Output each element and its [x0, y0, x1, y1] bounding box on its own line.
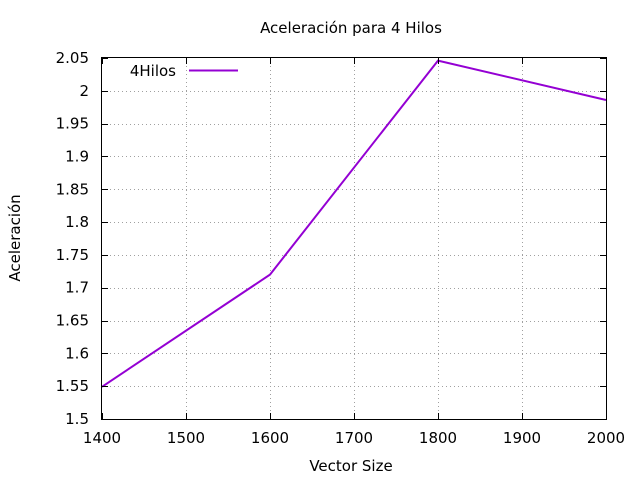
x-tick-label-1800: 1800 [419, 429, 457, 447]
y-tick-label-1-75: 1.75 [56, 246, 89, 264]
y-tick-label-1-8: 1.8 [65, 213, 89, 231]
x-tick-label-1900: 1900 [503, 429, 541, 447]
legend: 4Hilos [130, 62, 238, 80]
chart-title: Aceleración para 4 Hilos [260, 19, 442, 37]
y-tick-label-1-7: 1.7 [65, 279, 89, 297]
y-tick-labels: 1.5 1.55 1.6 1.65 1.7 1.75 1.8 1.85 1.9 1.95 2 2.05 [56, 49, 89, 428]
y-tick-label-1-5: 1.5 [65, 410, 89, 428]
y-tick-label-1-65: 1.65 [56, 312, 89, 330]
x-tick-label-1400: 1400 [83, 429, 121, 447]
x-tick-label-2000: 2000 [587, 429, 625, 447]
plot-frame [101, 57, 607, 420]
x-tick-labels: 1400 1500 1600 1700 1800 1900 2000 [83, 429, 625, 447]
grid-lines [102, 58, 606, 419]
y-tick-label-1-9: 1.9 [65, 147, 89, 165]
y-tick-label-1-6: 1.6 [65, 344, 89, 362]
y-tick-label-1-85: 1.85 [56, 180, 89, 198]
y-axis-label: Aceleración [6, 194, 24, 281]
y-tick-label-2-05: 2.05 [56, 49, 89, 67]
tick-marks [102, 58, 607, 420]
x-axis-label: Vector Size [309, 457, 392, 475]
series-line-4hilos [101, 59, 607, 388]
x-tick-label-1600: 1600 [251, 429, 289, 447]
y-tick-label-1-95: 1.95 [56, 115, 89, 133]
legend-label-4hilos: 4Hilos [130, 62, 176, 80]
series-layer [101, 59, 607, 388]
y-tick-label-1-55: 1.55 [56, 377, 89, 395]
x-tick-label-1500: 1500 [167, 429, 205, 447]
x-tick-label-1700: 1700 [335, 429, 373, 447]
y-tick-label-2: 2 [79, 82, 89, 100]
